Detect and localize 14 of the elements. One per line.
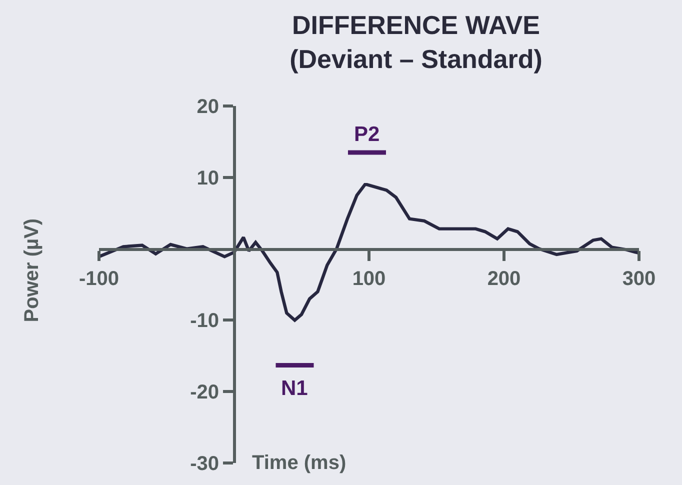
y-axis-title: Power (µV) bbox=[20, 218, 43, 322]
x-axis-title: Time (ms) bbox=[252, 452, 346, 474]
y-tick-label: -10 bbox=[190, 310, 219, 332]
annotation: N1 bbox=[281, 377, 308, 400]
chart-title: DIFFERENCE WAVE (Deviant – Standard) bbox=[290, 10, 542, 74]
x-tick-label: 200 bbox=[487, 268, 521, 290]
y-tick-label: -30 bbox=[190, 453, 219, 475]
y-tick-label: 10 bbox=[196, 167, 219, 190]
annotation: P2 bbox=[354, 123, 380, 146]
x-tick-label: 100 bbox=[352, 268, 386, 290]
y-tick-label: -20 bbox=[190, 382, 219, 404]
y-tick-label: 20 bbox=[196, 96, 219, 118]
x-tick-label: -100 bbox=[78, 268, 120, 290]
x-tick-label: 300 bbox=[622, 268, 656, 290]
